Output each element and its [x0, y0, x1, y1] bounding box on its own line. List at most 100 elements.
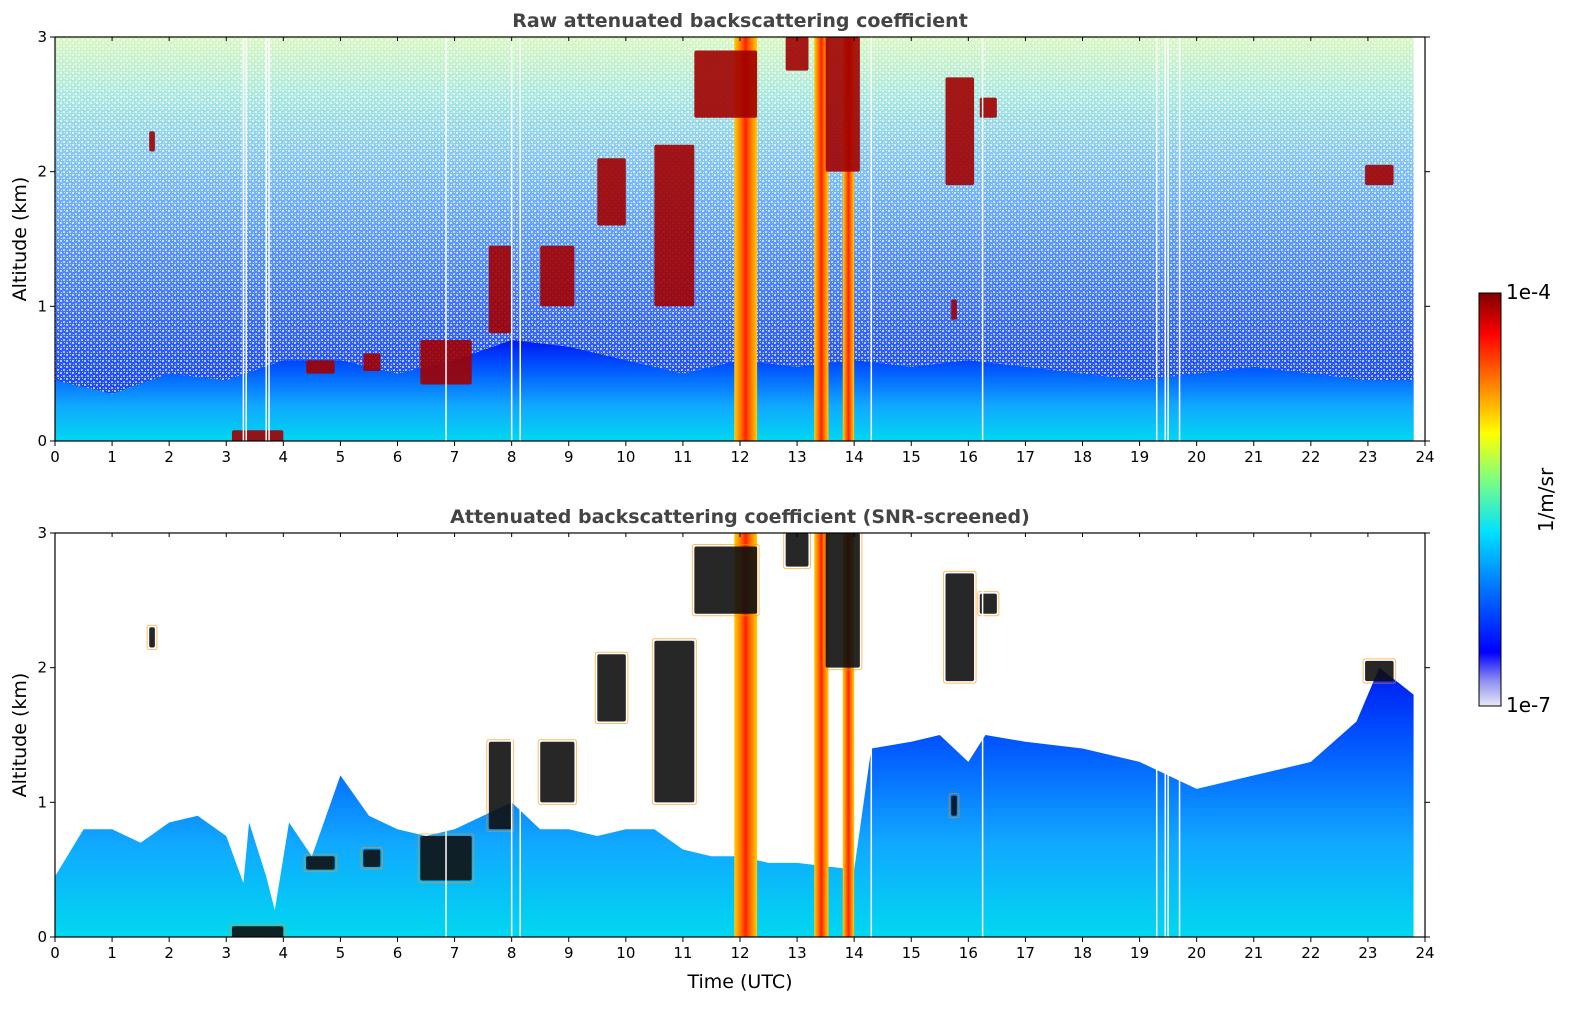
y-tick-label: 1: [37, 793, 47, 811]
x-tick-label: 16: [959, 448, 978, 466]
colorbar: 1e-4 1e-7 1/m/sr: [1478, 280, 1558, 717]
precip-column: [842, 37, 855, 441]
cloud-feature: [149, 627, 155, 648]
cloud-feature-edge: [594, 651, 629, 725]
cloud-feature-edge: [303, 853, 338, 873]
x-tick-label: 10: [616, 448, 635, 466]
raw-panel-title: Raw attenuated backscattering coefficien…: [512, 10, 968, 32]
cloud-feature: [654, 144, 695, 307]
precip-column: [814, 37, 829, 441]
x-tick-label: 4: [279, 448, 289, 466]
x-tick-label: 3: [221, 448, 231, 466]
x-tick-label: 16: [959, 944, 978, 962]
x-tick-label: 6: [393, 944, 403, 962]
x-tick-label: 20: [1187, 448, 1206, 466]
raw-y-axis-label: Altitude (km): [9, 177, 31, 302]
x-tick-label: 14: [845, 944, 864, 962]
x-tick-label: 20: [1187, 944, 1206, 962]
cloud-feature: [825, 37, 860, 172]
x-tick-label: 9: [564, 944, 574, 962]
x-tick-label: 11: [673, 448, 692, 466]
precip-column: [814, 533, 829, 937]
colorbar-min-label: 1e-7: [1506, 693, 1551, 717]
cloud-feature: [597, 654, 626, 722]
cloud-feature-edge: [537, 739, 577, 805]
cloud-feature: [231, 430, 284, 441]
cloud-feature: [231, 926, 284, 937]
x-tick-label: 5: [336, 944, 346, 962]
colorbar-max-label: 1e-4: [1506, 280, 1551, 304]
x-tick-label: 12: [730, 448, 749, 466]
y-tick-label: 0: [37, 432, 47, 450]
cloud-feature-edge: [146, 624, 158, 650]
cloud-feature-edge: [691, 543, 760, 617]
x-axis-label: Time (UTC): [686, 971, 792, 993]
x-tick-label: 17: [1016, 944, 1035, 962]
x-tick-label: 22: [1301, 944, 1320, 962]
cloud-feature: [785, 533, 809, 567]
x-tick-label: 7: [450, 448, 460, 466]
cloud-feature: [1365, 164, 1394, 186]
x-tick-label: 23: [1358, 448, 1377, 466]
x-tick-label: 13: [788, 944, 807, 962]
x-tick-label: 10: [616, 944, 635, 962]
cloud-feature-edge: [948, 793, 960, 819]
cloud-feature: [951, 795, 957, 816]
y-tick-label: 2: [37, 659, 47, 677]
x-tick-label: 3: [221, 944, 231, 962]
cloud-feature: [654, 640, 695, 803]
x-tick-label: 0: [50, 448, 60, 466]
cloud-feature: [945, 573, 975, 682]
cloud-feature: [694, 50, 758, 118]
x-tick-label: 24: [1415, 944, 1434, 962]
cloud-feature-edge: [1362, 658, 1397, 684]
x-tick-label: 19: [1130, 448, 1149, 466]
x-tick-label: 7: [450, 944, 460, 962]
cloud-feature-edge: [360, 846, 383, 870]
cloud-feature: [306, 856, 335, 870]
y-tick-label: 3: [37, 524, 47, 542]
x-tick-label: 15: [902, 944, 921, 962]
x-tick-label: 18: [1073, 944, 1092, 962]
cloud-feature: [979, 593, 997, 614]
x-tick-label: 17: [1016, 448, 1035, 466]
cloud-feature-edge: [229, 923, 286, 937]
cloud-feature-edge: [651, 638, 697, 805]
x-tick-label: 18: [1073, 448, 1092, 466]
cloud-feature-edge: [783, 533, 811, 570]
x-tick-label: 0: [50, 944, 60, 962]
x-tick-label: 12: [730, 944, 749, 962]
x-tick-label: 5: [336, 448, 346, 466]
x-tick-label: 14: [845, 448, 864, 466]
colorbar-unit-label: 1/m/sr: [1534, 467, 1558, 532]
cloud-feature-edge: [943, 570, 977, 684]
x-tick-label: 11: [673, 944, 692, 962]
cloud-feature: [1365, 660, 1394, 682]
x-tick-label: 13: [788, 448, 807, 466]
x-tick-label: 4: [279, 944, 289, 962]
cloud-feature: [540, 741, 575, 803]
cloud-feature-edge: [977, 591, 1000, 617]
x-tick-label: 15: [902, 448, 921, 466]
x-tick-label: 1: [107, 448, 117, 466]
colorbar-gradient: [1478, 292, 1502, 707]
cloud-feature: [363, 353, 381, 371]
cloud-feature: [488, 245, 512, 334]
x-tick-label: 24: [1415, 448, 1434, 466]
x-tick-label: 21: [1244, 944, 1263, 962]
cloud-feature: [363, 849, 381, 867]
x-tick-label: 2: [164, 448, 174, 466]
cloud-feature-edge: [823, 533, 863, 671]
cloud-feature: [540, 245, 575, 307]
x-tick-label: 6: [393, 448, 403, 466]
x-tick-label: 9: [564, 448, 574, 466]
screened-aerosol-layer: [55, 667, 1414, 937]
precip-column: [734, 37, 758, 441]
screened-y-axis-label: Altitude (km): [9, 673, 31, 798]
x-tick-label: 2: [164, 944, 174, 962]
cloud-feature-edge: [486, 739, 515, 832]
y-tick-label: 0: [37, 928, 47, 946]
cloud-feature: [694, 546, 758, 614]
cloud-feature: [306, 360, 335, 374]
